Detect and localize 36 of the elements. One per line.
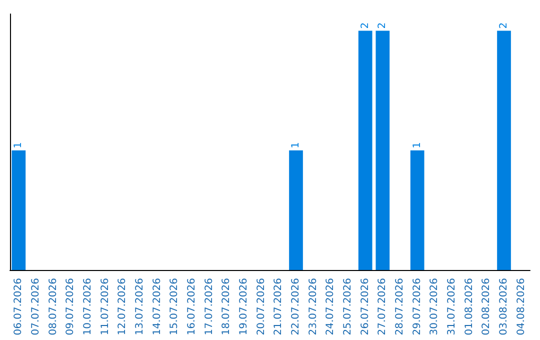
x-tick-label: 18.07.2026: [221, 278, 232, 336]
x-tick-label: 09.07.2026: [65, 278, 76, 336]
x-tick-label: 27.07.2026: [377, 278, 388, 336]
x-tick-label: 29.07.2026: [412, 278, 423, 336]
x-tick-label: 08.07.2026: [48, 278, 59, 336]
x-tick-label: 15.07.2026: [169, 278, 180, 336]
data-label: 2: [377, 22, 388, 29]
x-tick-label: 31.07.2026: [446, 278, 458, 336]
data-label: 1: [13, 142, 24, 148]
x-tick-label: 22.07.2026: [290, 278, 302, 336]
x-tick-label: 25.07.2026: [342, 278, 354, 336]
x-tick-label: 20.07.2026: [256, 278, 267, 336]
x-tick-label: 10.07.2026: [82, 278, 94, 336]
x-tick-label: 11.07.2026: [100, 278, 111, 336]
data-label: 1: [290, 142, 302, 148]
x-tick-label: 17.07.2026: [204, 278, 215, 336]
x-tick-label: 21.07.2026: [273, 278, 284, 336]
x-tick-label: 24.07.2026: [325, 278, 336, 336]
x-tick-label: 12.07.2026: [117, 278, 128, 336]
x-tick-label: 06.07.2026: [13, 278, 24, 336]
x-tick-label: 01.08.2026: [464, 278, 475, 336]
x-tick-label: 23.07.2026: [308, 278, 319, 336]
x-tick-label: 03.08.2026: [498, 278, 510, 336]
x-tick-label: 04.08.2026: [516, 278, 527, 336]
x-tick-label: 14.07.2026: [152, 278, 163, 336]
x-tick-label: 02.08.2026: [481, 278, 492, 336]
x-tick-label: 19.07.2026: [238, 278, 250, 336]
data-label: 1: [412, 142, 423, 148]
x-tick-label: 13.07.2026: [134, 278, 146, 336]
data-label: 2: [498, 22, 510, 29]
x-tick-label: 28.07.2026: [394, 278, 406, 336]
x-tick-label: 16.07.2026: [186, 278, 198, 336]
x-tick-label: 26.07.2026: [360, 278, 371, 336]
x-tick-label: 30.07.2026: [429, 278, 440, 336]
x-tick-label: 07.07.2026: [30, 278, 42, 336]
data-label: 2: [360, 22, 371, 29]
